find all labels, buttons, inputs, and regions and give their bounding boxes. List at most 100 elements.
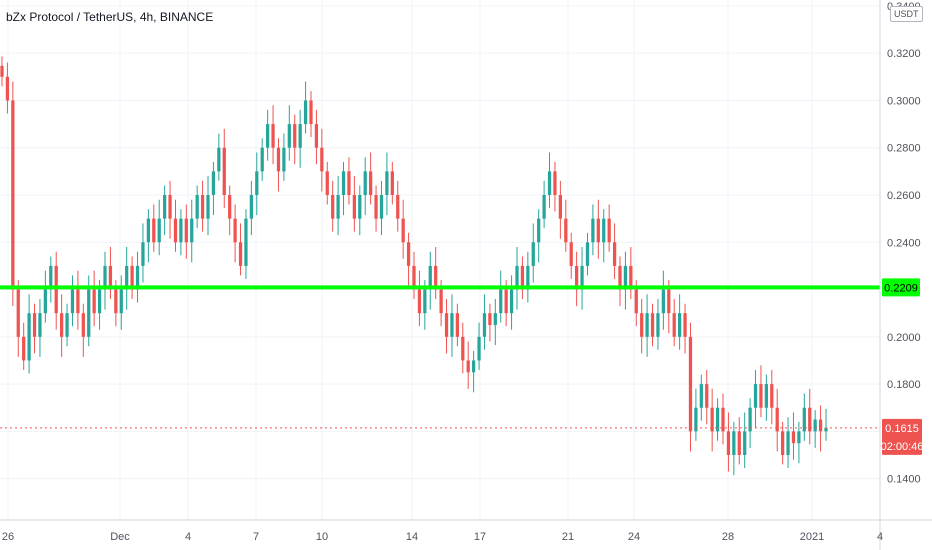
candle-body [699, 384, 703, 408]
time-tick-label: 17 [474, 531, 486, 543]
price-tick-label: 0.2400 [887, 237, 921, 249]
candle-body [5, 76, 10, 101]
candle-body [694, 407, 698, 432]
candle-body [152, 218, 156, 243]
price-tick-label: 0.2600 [887, 190, 921, 202]
candle-body [81, 313, 85, 337]
candle-body [661, 289, 665, 314]
candle-body [591, 218, 595, 243]
candle-body [287, 124, 291, 148]
candle-body [293, 124, 297, 148]
candle-body [509, 289, 514, 314]
candle-body [818, 419, 823, 432]
candle-body [753, 384, 758, 408]
candle-body [558, 195, 562, 219]
candle-body [168, 195, 172, 219]
candle-body [493, 313, 497, 325]
support-price-label: 0.2209 [884, 282, 918, 294]
support-price-badge [882, 278, 920, 297]
candle-body [813, 419, 817, 432]
candle-body [623, 265, 628, 290]
candle-body [650, 313, 655, 337]
candle-body [667, 289, 671, 314]
candle-body [65, 313, 69, 337]
candle-body [92, 289, 96, 314]
candle-body [455, 313, 459, 337]
candle-body [298, 124, 302, 148]
candle-body [764, 384, 768, 408]
candle-body [135, 265, 140, 290]
candle-body [640, 313, 644, 337]
candle-body [27, 313, 31, 361]
candle-body [303, 100, 308, 125]
candle-body [200, 195, 205, 219]
candle-body [656, 313, 660, 337]
candle-body [271, 124, 275, 148]
candle-body [412, 265, 416, 290]
candle-body [331, 195, 335, 219]
last-price-label: 0.1615 [885, 423, 919, 435]
symbol-title: bZx Protocol / TetherUS, 4h, BINANCE [6, 10, 214, 24]
candle-body [114, 289, 118, 314]
candle-body [276, 147, 281, 172]
candle-body [450, 313, 454, 337]
candle-body [352, 195, 356, 219]
candle-body [184, 218, 188, 243]
candle-body [781, 431, 785, 455]
candle-body [173, 218, 178, 243]
candle-body [786, 431, 790, 455]
candle-body [22, 336, 26, 361]
candle-body [309, 100, 313, 125]
candle-body [211, 171, 216, 195]
candle-body [60, 313, 64, 337]
price-tick-label: 0.2800 [887, 143, 921, 155]
candle-body [580, 265, 584, 290]
candle-body [531, 242, 535, 266]
candle-body [146, 218, 150, 243]
candle-body [488, 313, 492, 325]
candle-body [206, 195, 210, 219]
candle-body [119, 289, 123, 314]
candle-body [585, 242, 590, 266]
candle-body [379, 195, 384, 219]
candle-body [721, 407, 725, 432]
candle-body [401, 218, 405, 243]
candle-body [797, 431, 801, 444]
candle-body [645, 313, 649, 337]
candle-body [461, 336, 465, 361]
candle-body [103, 265, 107, 290]
candle-body [759, 384, 763, 408]
candle-body [141, 242, 145, 266]
candle-body [222, 147, 226, 195]
candle-body [575, 265, 579, 290]
candle-body [482, 313, 487, 337]
candle-body [347, 171, 351, 195]
candle-body [542, 195, 546, 219]
time-tick-label: 28 [722, 531, 734, 543]
candle-body [125, 265, 129, 290]
candle-body [607, 218, 611, 243]
candle-body [11, 100, 15, 290]
currency-badge[interactable]: USDT [890, 6, 923, 22]
candle-body [228, 195, 232, 219]
candle-body [76, 289, 80, 314]
candle-body [775, 407, 779, 432]
candle-body [770, 384, 774, 408]
candle-body [260, 147, 264, 172]
price-tick-label: 0.1400 [887, 474, 921, 486]
candle-body [618, 265, 622, 290]
candle-body [748, 407, 752, 432]
candle-body [54, 265, 58, 314]
candle-body [444, 313, 449, 337]
candle-body [417, 289, 422, 314]
candle-body [385, 171, 389, 195]
candle-body [396, 195, 400, 219]
candle-body [672, 313, 676, 337]
candle-body [547, 171, 552, 195]
candle-body [32, 313, 37, 337]
candle-body [726, 431, 731, 455]
candle-body [596, 218, 600, 243]
candle-body [629, 265, 633, 290]
